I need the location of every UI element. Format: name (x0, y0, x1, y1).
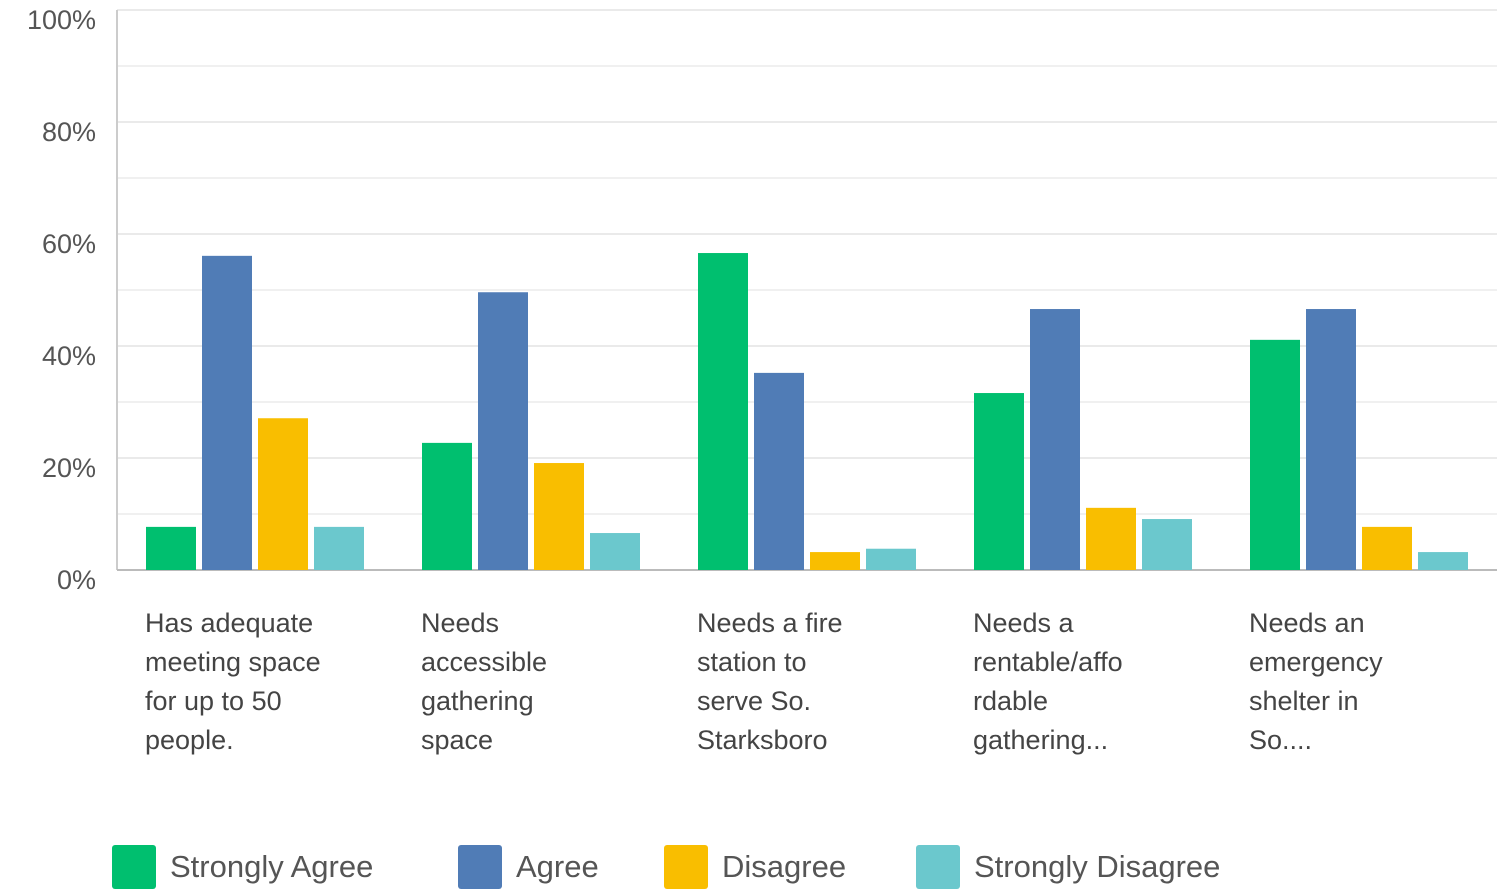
y-tick-label: 60% (42, 229, 96, 259)
bar (1086, 507, 1136, 570)
x-tick-label: Needs accessible gathering space (421, 608, 548, 755)
bar (314, 526, 364, 570)
bar (974, 393, 1024, 570)
bar (1030, 309, 1080, 570)
legend-item: Strongly Disagree (916, 845, 1220, 889)
x-tick-label: Needs a fire station to serve So. Starks… (697, 608, 843, 755)
bar (534, 463, 584, 570)
bar (202, 255, 252, 570)
bar (754, 372, 804, 570)
bar (146, 526, 196, 570)
bar (1418, 552, 1468, 570)
bar (698, 253, 748, 571)
legend-label: Agree (516, 849, 599, 884)
bar (1142, 519, 1192, 570)
bar (478, 292, 528, 570)
legend-item: Agree (458, 845, 599, 889)
bar (590, 533, 640, 570)
y-tick-label: 100% (27, 5, 96, 35)
bar (258, 418, 308, 570)
y-tick-label: 80% (42, 117, 96, 147)
x-tick-label: Has adequate meeting space for up to 50 … (145, 608, 321, 755)
y-tick-label: 20% (42, 453, 96, 483)
bar (1306, 309, 1356, 570)
x-tick-label: Needs a rentable/affo rdable gathering..… (973, 608, 1123, 755)
x-tick-label: Needs an emergency shelter in So.... (1249, 608, 1383, 755)
legend-swatch (112, 845, 156, 889)
bar (810, 552, 860, 570)
y-tick-label: 0% (57, 565, 96, 595)
legend-item: Strongly Agree (112, 845, 373, 889)
bar (1250, 339, 1300, 570)
legend-label: Disagree (722, 849, 847, 884)
bar (1362, 526, 1412, 570)
y-tick-label: 40% (42, 341, 96, 371)
legend-swatch (664, 845, 708, 889)
legend-swatch (916, 845, 960, 889)
legend-item: Disagree (664, 845, 846, 889)
legend-label: Strongly Agree (170, 849, 374, 884)
legend-swatch (458, 845, 502, 889)
legend-label: Strongly Disagree (974, 849, 1221, 884)
bar (422, 442, 472, 570)
bar (866, 548, 916, 570)
